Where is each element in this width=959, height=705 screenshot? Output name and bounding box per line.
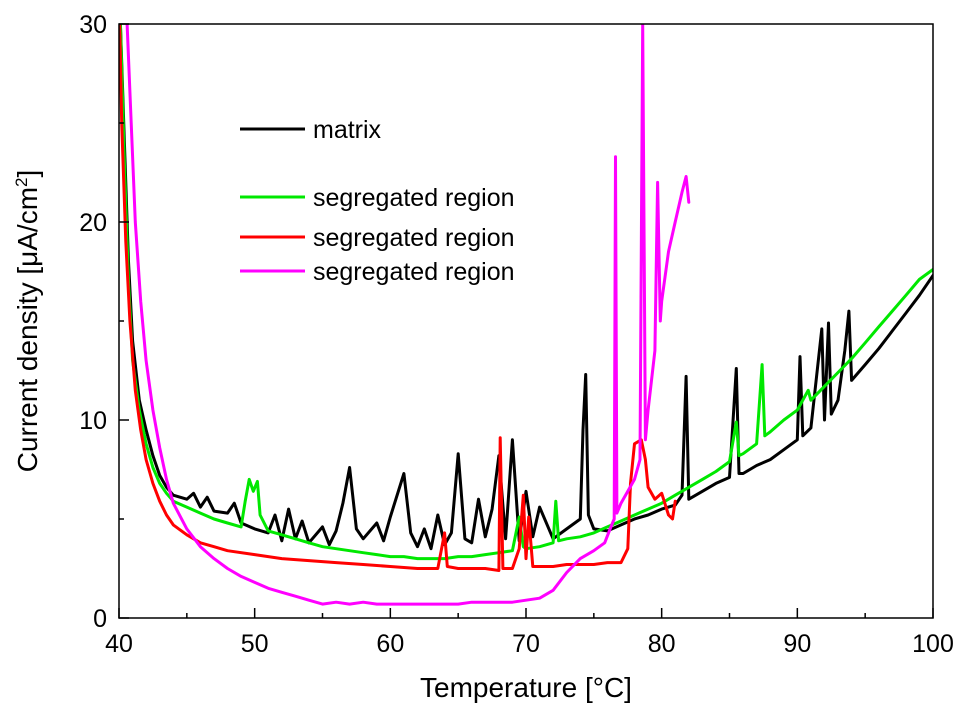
x-tick-label: 60: [376, 630, 404, 658]
legend-label-4: segregated region: [313, 258, 515, 286]
legend-label-2: segregated region: [313, 184, 515, 212]
x-tick-label: 70: [512, 630, 540, 658]
x-tick-label: 50: [241, 630, 269, 658]
y-tick-label: 0: [93, 605, 107, 633]
x-tick-label: 90: [783, 630, 811, 658]
legend-label-1: matrix: [313, 116, 382, 144]
y-tick-label: 10: [79, 407, 107, 435]
y-axis-title-superscript: 2: [12, 177, 31, 186]
y-tick-label: 20: [79, 209, 107, 237]
series-line-2: [119, 24, 933, 561]
x-tick-label: 100: [912, 630, 954, 658]
series-line-1: [119, 24, 933, 551]
legend-label-3: segregated region: [313, 224, 515, 252]
y-axis-title-main: Current density [μA/cm: [12, 187, 43, 472]
series-line-3: [119, 24, 677, 572]
y-axis-title-end: ]: [12, 170, 43, 178]
x-tick-label: 40: [105, 630, 133, 658]
axis-layer: 40 50 60 70 80 90 100 0 10 20 30: [79, 11, 954, 658]
series-line-4: [125, 24, 691, 606]
legend: matrix segregated region segregated region…: [240, 116, 515, 286]
x-tick-label: 80: [648, 630, 676, 658]
series-layer: [119, 24, 933, 606]
y-axis-title: Current density [μA/cm2]: [12, 170, 43, 473]
y-tick-label: 30: [79, 11, 107, 39]
x-axis-title: Temperature [°C]: [420, 672, 632, 703]
